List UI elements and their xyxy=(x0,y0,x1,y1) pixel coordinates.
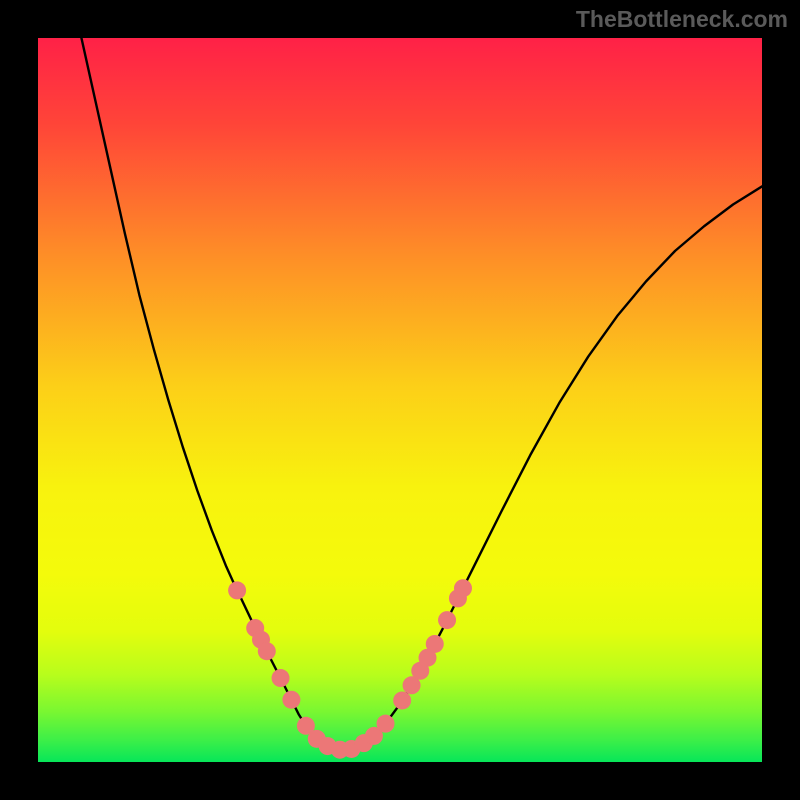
chart-canvas: TheBottleneck.com xyxy=(0,0,800,800)
watermark-text: TheBottleneck.com xyxy=(576,6,788,33)
plot-svg xyxy=(38,38,762,762)
plot-area xyxy=(38,38,762,762)
